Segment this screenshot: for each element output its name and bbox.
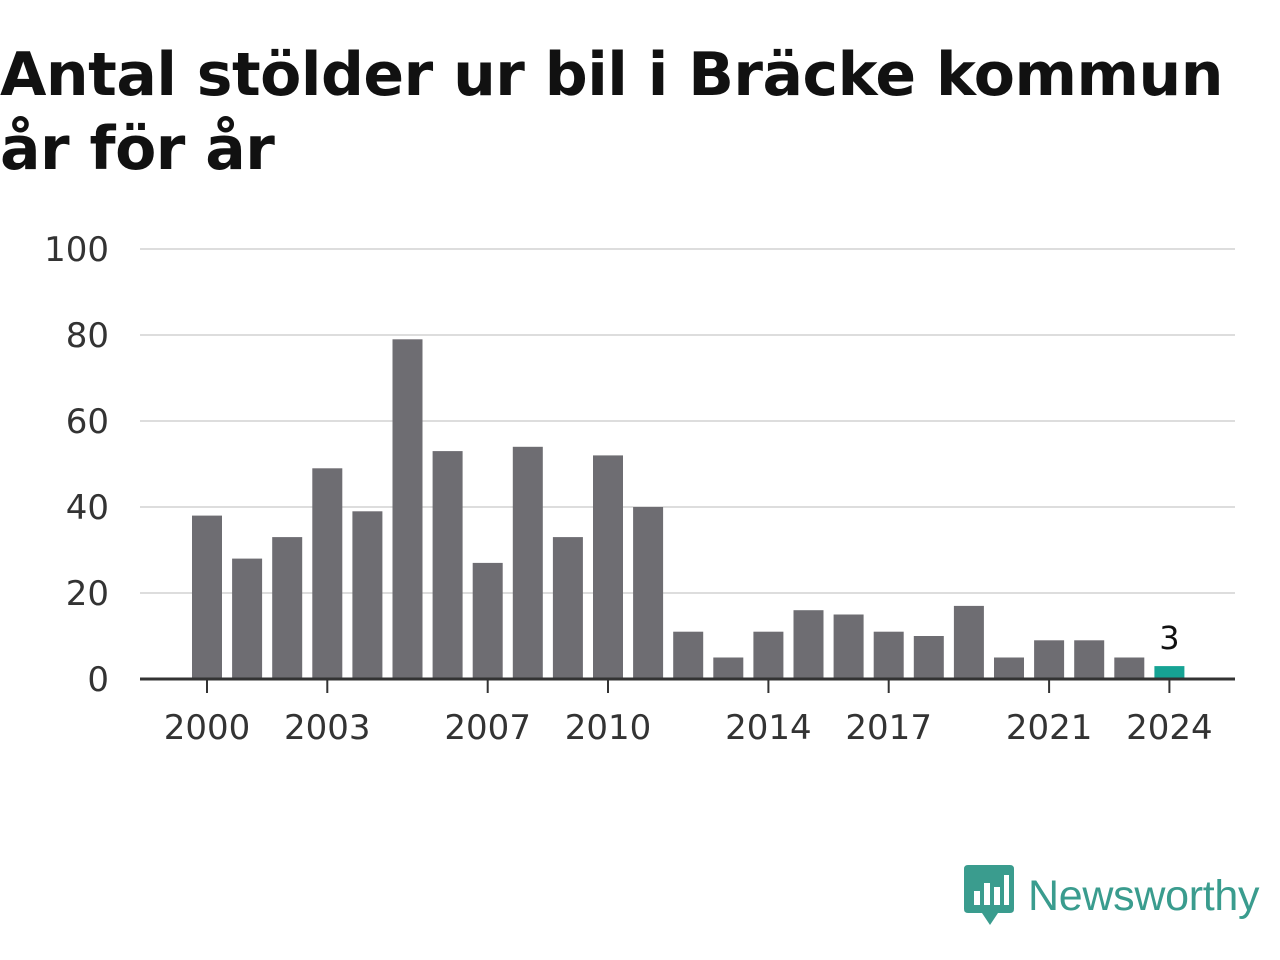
data-label: 3	[1159, 619, 1179, 657]
y-tick-label: 100	[44, 230, 109, 270]
x-tick-label: 2010	[565, 708, 652, 748]
x-axis-ticks: 2000 2003 2007 2010 2014 2017 2021 2024	[164, 679, 1213, 748]
y-axis-ticks: 0 20 40 60 80 100	[44, 230, 109, 700]
bar	[272, 537, 303, 679]
bars	[192, 339, 1185, 679]
bar	[793, 610, 824, 679]
x-tick-label: 2024	[1126, 708, 1213, 748]
bar	[312, 468, 343, 679]
bar	[232, 558, 263, 679]
bar	[472, 562, 503, 679]
bar	[552, 537, 583, 679]
newsworthy-logo-icon	[964, 865, 1014, 925]
x-tick-label: 2003	[284, 708, 371, 748]
bar	[994, 657, 1024, 679]
chart-title: Antal stölder ur bil i Bräcke kommun år …	[0, 40, 1223, 184]
bar	[1114, 657, 1145, 679]
bar-chart: 0 20 40 60 80 100 2000 2003 2007 2010 2014 2017 202…	[44, 230, 1235, 748]
x-tick-label: 2007	[444, 708, 531, 748]
bar	[673, 631, 704, 679]
bar	[593, 455, 623, 679]
y-tick-label: 40	[66, 488, 109, 528]
bar	[753, 631, 784, 679]
bar	[873, 631, 904, 679]
x-tick-label: 2000	[164, 708, 251, 748]
bar	[913, 636, 944, 679]
y-tick-label: 80	[66, 316, 109, 356]
bar	[192, 515, 222, 679]
bar	[953, 605, 984, 679]
bar	[352, 511, 383, 679]
bar	[512, 446, 543, 679]
bar	[713, 657, 744, 679]
x-tick-label: 2017	[845, 708, 932, 748]
bar	[1154, 666, 1185, 679]
bar	[633, 507, 664, 679]
x-tick-label: 2021	[1006, 708, 1093, 748]
brand-name: Newsworthy	[1028, 871, 1260, 920]
bar	[432, 451, 463, 679]
bar	[1074, 640, 1105, 679]
y-tick-label: 0	[87, 660, 109, 700]
gridlines	[140, 248, 1235, 594]
x-tick-label: 2014	[725, 708, 812, 748]
bar	[1034, 640, 1065, 679]
bar	[392, 339, 423, 679]
y-tick-label: 20	[66, 574, 109, 614]
data-labels: 3	[1159, 619, 1179, 657]
brand-logo: Newsworthy	[964, 864, 1259, 928]
bar	[833, 614, 864, 679]
y-tick-label: 60	[66, 402, 109, 442]
